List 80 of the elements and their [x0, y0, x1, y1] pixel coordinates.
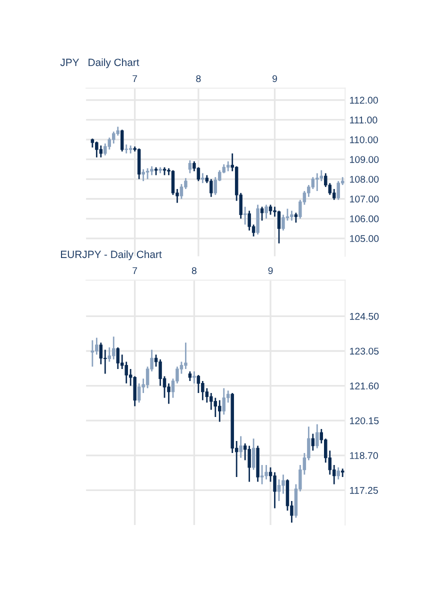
candlestick: [226, 160, 230, 172]
candlestick: [120, 129, 124, 152]
candlestick: [316, 172, 319, 192]
candlestick: [294, 212, 298, 224]
candlestick: [95, 140, 98, 158]
candlestick: [196, 166, 200, 182]
y-tick-label: 109.00: [350, 156, 379, 163]
y-tick-label: 106.00: [350, 215, 379, 222]
y-tick-label: 110.00: [350, 136, 378, 144]
candlestick: [108, 346, 112, 362]
candlestick: [95, 337, 98, 356]
y-tick-label: 108.00: [350, 176, 379, 183]
candlestick: [282, 474, 285, 494]
x-tick-label: 7: [132, 267, 138, 274]
candlestick: [320, 170, 324, 182]
candlestick: [239, 436, 242, 458]
candlestick: [137, 382, 141, 404]
candlestick: [180, 183, 184, 200]
candlestick: [311, 176, 315, 190]
candlestick: [222, 388, 226, 416]
candlestick: [124, 144, 128, 154]
candlestick: [116, 346, 120, 370]
candlestick: [316, 424, 319, 449]
y-tick-label: 120.15: [350, 417, 379, 424]
candlestick: [188, 160, 192, 174]
y-tick-label: 107.00: [350, 196, 379, 202]
candlestick: [243, 206, 247, 226]
candlestick: [282, 214, 285, 232]
x-tick-label: 7: [132, 75, 138, 82]
candlestick: [201, 380, 204, 401]
y-tick-label: 121.60: [350, 382, 379, 390]
x-tick-label: 8: [196, 75, 201, 82]
candlestick: [112, 336, 116, 360]
y-tick-label: 111.00: [350, 116, 378, 124]
candlestick: [264, 464, 268, 480]
candlestick: [264, 204, 268, 220]
candlestick: [332, 188, 336, 201]
y-tick-label: 105.00: [350, 235, 379, 242]
candlestick: [108, 136, 112, 150]
candlestick: [167, 382, 170, 404]
chart-title: JPY Daily Chart: [60, 58, 140, 68]
candlestick: [158, 358, 162, 386]
candlestick: [214, 176, 218, 196]
candlestick: [99, 342, 103, 365]
candlestick: [277, 478, 281, 502]
candlestick: [142, 168, 145, 182]
candlestick: [336, 180, 340, 201]
candlestick: [146, 168, 150, 180]
candlestick: [196, 374, 200, 394]
candlestick: [171, 170, 175, 196]
candlestick: [248, 210, 251, 232]
y-tick-label: 123.05: [350, 348, 379, 355]
candlestick: [260, 206, 264, 222]
candlestick: [311, 433, 315, 452]
candlestick: [218, 400, 222, 422]
chart-title: EURJPY - Daily Chart: [61, 250, 162, 260]
candlestick: [256, 204, 260, 236]
y-tick-label: 118.70: [350, 452, 378, 460]
candlestick: [210, 178, 213, 198]
candlestick: [273, 472, 276, 509]
candlestick: [248, 445, 251, 482]
candlestick: [99, 144, 103, 158]
candlestick: [277, 210, 281, 244]
candlestick: [290, 210, 294, 222]
candlestick: [214, 397, 218, 418]
candlestick: [336, 466, 340, 480]
x-tick-label: 9: [268, 267, 273, 274]
candlestick: [184, 342, 188, 370]
candlestick: [260, 464, 264, 485]
candlestick: [112, 130, 116, 144]
x-tick-label: 9: [272, 75, 277, 82]
y-tick-label: 124.50: [350, 312, 379, 320]
candlestick: [90, 340, 94, 368]
candlestick: [192, 370, 196, 384]
x-tick-label: 8: [192, 267, 196, 274]
y-tick-label: 117.25: [350, 486, 378, 494]
y-tick-label: 112.00: [350, 96, 378, 104]
candlestick: [201, 172, 204, 184]
candlestick: [268, 204, 272, 216]
candlestick: [252, 438, 256, 470]
